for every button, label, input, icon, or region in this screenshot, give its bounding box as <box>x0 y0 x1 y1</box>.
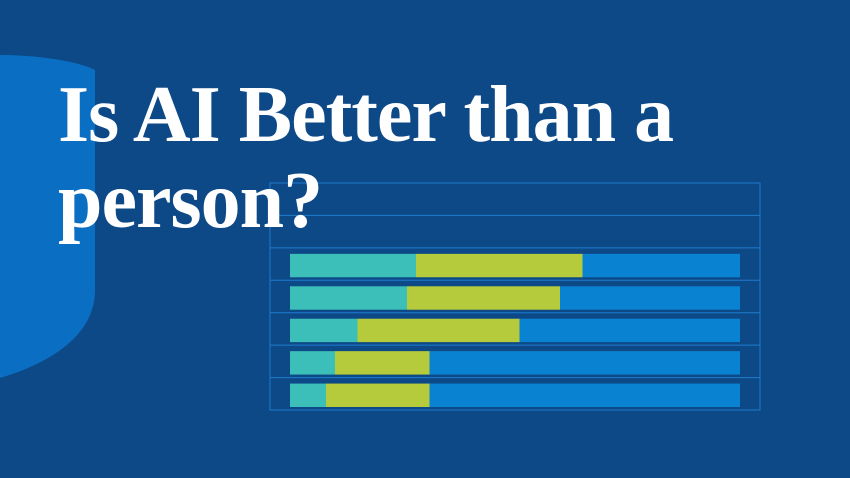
bar-segment <box>290 253 416 278</box>
chart-title: Is AI Better than a person? <box>58 71 674 245</box>
grid-frame <box>269 182 761 411</box>
bar-segment <box>416 253 583 278</box>
bar-segment <box>290 286 407 310</box>
bar-segment <box>335 351 430 375</box>
frame-border <box>269 182 761 411</box>
bar-segment <box>357 318 520 343</box>
bar-segment <box>582 253 740 278</box>
bar-segment <box>326 383 430 407</box>
bar-segment <box>429 383 740 407</box>
bar-segment <box>290 383 326 407</box>
bar-segment <box>429 351 740 375</box>
bar-segment <box>560 286 740 310</box>
decor-shape <box>0 55 95 378</box>
bar-segment <box>290 351 335 375</box>
bar-segment <box>407 286 560 310</box>
bar-segment <box>519 318 740 343</box>
bar-segment <box>290 318 358 343</box>
